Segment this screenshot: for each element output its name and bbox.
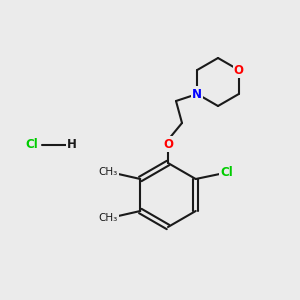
Text: O: O	[234, 64, 244, 76]
Text: CH₃: CH₃	[99, 167, 118, 177]
Text: H: H	[67, 139, 77, 152]
Text: CH₃: CH₃	[99, 213, 118, 223]
Text: N: N	[192, 88, 202, 100]
Text: Cl: Cl	[26, 139, 38, 152]
Text: O: O	[163, 137, 173, 151]
Text: Cl: Cl	[220, 166, 233, 178]
